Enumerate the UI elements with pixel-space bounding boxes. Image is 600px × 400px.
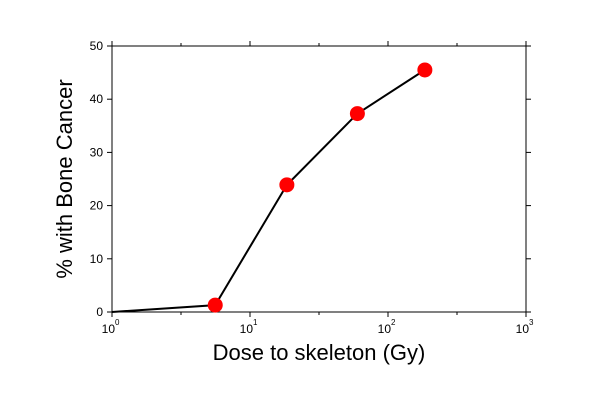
data-point-2: [349, 106, 365, 122]
series-line-0: [111, 69, 426, 313]
plot-frame: [111, 45, 527, 313]
x-tick-label: 10: [378, 322, 392, 336]
y-tick-label: 50: [90, 39, 104, 53]
x-tick-exponent: 2: [391, 318, 396, 327]
x-tick-exponent: 3: [529, 318, 534, 327]
y-tick-label: 10: [90, 252, 104, 266]
x-tick-base: 10: [516, 322, 530, 336]
data-point-0: [207, 297, 223, 313]
x-tick-exponent: 1: [253, 318, 258, 327]
y-axis: 0 10 20 30 40 50: [90, 39, 531, 319]
series-layer: [111, 62, 433, 313]
y-tick-label: 30: [90, 145, 104, 159]
x-tick-label: 10: [240, 322, 254, 336]
y-tick-label: 0: [96, 305, 103, 319]
data-point-1: [279, 177, 295, 193]
x-tick-base: 10: [240, 322, 254, 336]
x-tick-label: 10: [516, 322, 530, 336]
x-tick-exponent: 0: [115, 318, 120, 327]
y-axis-label: % with Bone Cancer: [52, 79, 77, 278]
x-tick-base: 10: [102, 322, 116, 336]
x-axis-label: Dose to skeleton (Gy): [213, 340, 426, 365]
data-point-3: [417, 62, 433, 78]
x-axis: 10 0 10 1 10 2 10 3: [102, 41, 534, 336]
x-tick-base: 10: [378, 322, 392, 336]
x-tick-label: 10: [102, 322, 116, 336]
y-tick-label: 40: [90, 92, 104, 106]
y-tick-label: 20: [90, 199, 104, 213]
